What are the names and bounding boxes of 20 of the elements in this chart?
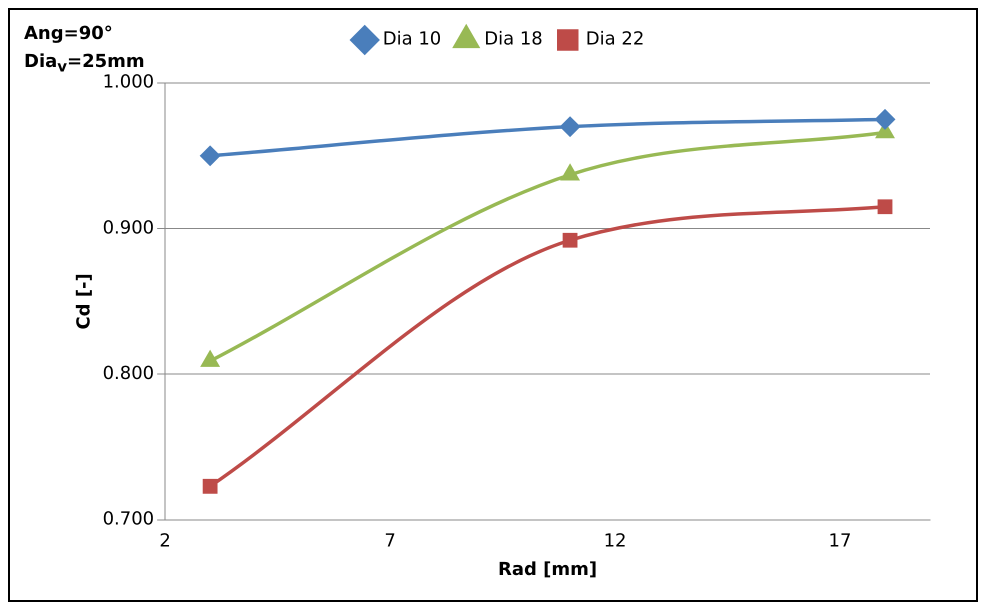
chart-title: Ang=90° [24,22,114,46]
point [200,146,220,166]
x-tick-label: 12 [604,530,627,552]
legend-label: Dia 18 [484,28,543,50]
point [202,478,218,494]
x-axis-title: Rad [mm] [498,558,598,580]
y-tick-label: 0.700 [102,508,154,530]
point [878,199,892,214]
x-tick-label: 17 [828,530,852,552]
legend-label: Dia 22 [586,28,644,50]
x-tick-label: 7 [384,530,396,552]
y-tick-label: 1.000 [102,72,154,93]
y-tick-label: 0.800 [102,362,154,384]
x-tick-label: 2 [159,530,171,552]
point [560,116,580,136]
y-axis-title: Cd [-] [73,273,94,330]
legend-label: Dia 10 [382,28,442,50]
point [875,110,895,130]
point [562,232,578,248]
y-tick-label: 0.900 [102,217,154,238]
